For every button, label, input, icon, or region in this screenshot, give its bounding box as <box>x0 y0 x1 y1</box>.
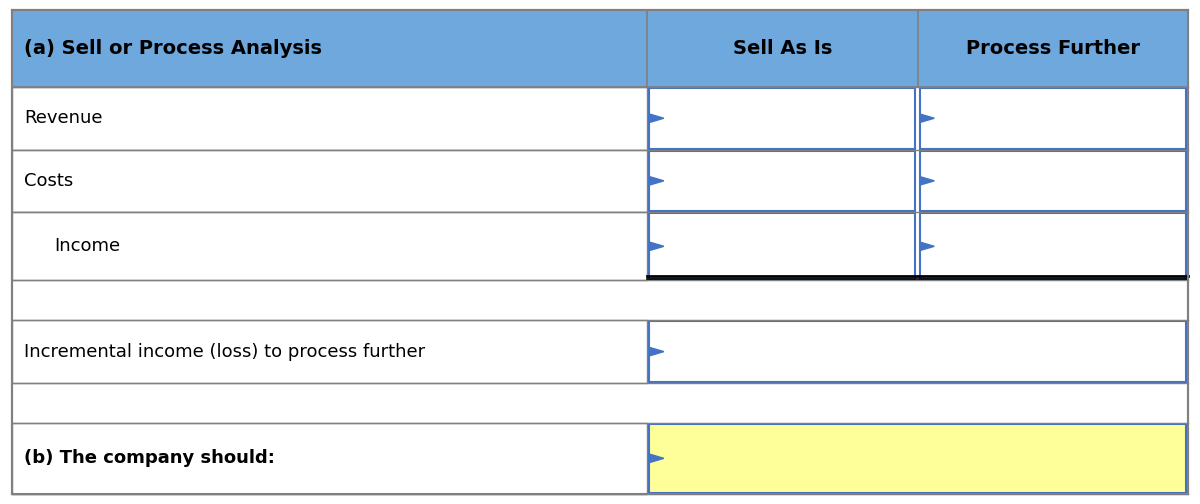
Polygon shape <box>649 242 664 250</box>
FancyBboxPatch shape <box>920 151 1186 211</box>
Text: (b) The company should:: (b) The company should: <box>24 450 275 467</box>
Text: Sell As Is: Sell As Is <box>732 39 832 58</box>
Polygon shape <box>649 114 664 122</box>
Text: Revenue: Revenue <box>24 109 102 127</box>
FancyBboxPatch shape <box>920 213 1186 279</box>
Polygon shape <box>649 454 664 463</box>
Text: (a) Sell or Process Analysis: (a) Sell or Process Analysis <box>24 39 322 58</box>
Polygon shape <box>649 347 664 356</box>
FancyBboxPatch shape <box>12 321 647 383</box>
Text: Process Further: Process Further <box>966 39 1140 58</box>
Polygon shape <box>920 176 935 185</box>
FancyBboxPatch shape <box>12 10 1188 494</box>
Text: Income: Income <box>54 237 120 256</box>
FancyBboxPatch shape <box>649 88 916 149</box>
FancyBboxPatch shape <box>649 424 1186 493</box>
FancyBboxPatch shape <box>920 88 1186 149</box>
FancyBboxPatch shape <box>12 212 647 280</box>
FancyBboxPatch shape <box>12 423 647 494</box>
Text: Costs: Costs <box>24 172 73 190</box>
FancyBboxPatch shape <box>12 150 647 212</box>
FancyBboxPatch shape <box>649 213 916 279</box>
FancyBboxPatch shape <box>649 151 916 211</box>
FancyBboxPatch shape <box>12 10 1188 87</box>
Polygon shape <box>920 114 935 122</box>
FancyBboxPatch shape <box>12 87 647 150</box>
Text: Incremental income (loss) to process further: Incremental income (loss) to process fur… <box>24 343 425 361</box>
Polygon shape <box>920 242 935 250</box>
FancyBboxPatch shape <box>649 322 1186 382</box>
Polygon shape <box>649 176 664 185</box>
